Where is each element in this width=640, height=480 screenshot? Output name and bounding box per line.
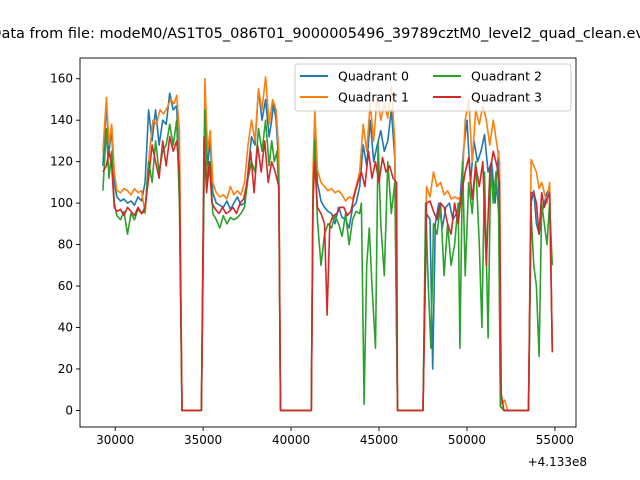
x-axis-offset-label: +4.133e8 — [528, 455, 587, 469]
chart-title: Data from file: modeM0/AS1T05_086T01_900… — [0, 26, 640, 42]
legend-label: Quadrant 0 — [338, 69, 409, 84]
y-axis: 0 20 40 60 80 100 120 140 160 — [50, 72, 80, 417]
series-layer — [102, 75, 554, 412]
x-tick-label: 45000 — [360, 433, 398, 447]
legend: Quadrant 0 Quadrant 1 Quadrant 2 Quadrant 3 — [294, 63, 572, 112]
x-tick-label: 50000 — [448, 433, 486, 447]
series-line-quadrant-1 — [102, 75, 554, 412]
y-tick-label: 160 — [50, 72, 73, 86]
x-tick-label: 55000 — [536, 433, 574, 447]
series-line-quadrant-2 — [102, 109, 554, 412]
y-tick-label: 120 — [50, 155, 73, 169]
legend-label: Quadrant 1 — [338, 90, 409, 105]
plot-frame — [79, 57, 577, 428]
legend-label: Quadrant 2 — [471, 69, 542, 84]
y-tick-label: 60 — [58, 279, 73, 293]
x-axis: 30000 35000 40000 45000 50000 55000 — [96, 427, 574, 447]
x-tick-label: 30000 — [96, 433, 134, 447]
legend-label: Quadrant 3 — [471, 90, 542, 105]
plot-area — [79, 57, 577, 428]
legend-box — [294, 63, 572, 112]
series-line-quadrant-3 — [102, 136, 554, 412]
y-tick-label: 0 — [65, 403, 73, 417]
y-tick-label: 140 — [50, 113, 73, 127]
x-tick-label: 40000 — [272, 433, 310, 447]
y-tick-label: 20 — [58, 362, 73, 376]
series-line-quadrant-0 — [102, 88, 554, 412]
y-tick-label: 100 — [50, 196, 73, 210]
y-tick-label: 80 — [58, 238, 73, 252]
x-tick-label: 35000 — [184, 433, 222, 447]
y-tick-label: 40 — [58, 320, 73, 334]
